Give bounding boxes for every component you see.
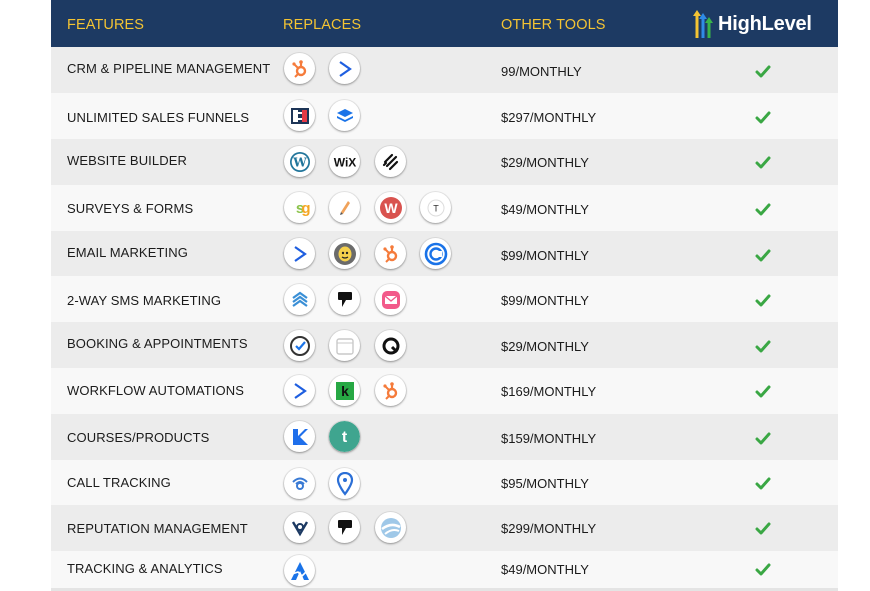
feature-name: COURSES/PRODUCTS <box>67 430 210 445</box>
squarespace-icon <box>375 146 406 177</box>
wufoo-icon: W <box>375 192 406 223</box>
activecampaign-icon <box>284 238 315 269</box>
table-row: COURSES/PRODUCTS t $159/MONTHLY <box>51 414 838 460</box>
svg-text:W: W <box>292 155 307 169</box>
feature-name: EMAIL MARKETING <box>67 245 188 260</box>
highlevel-arrows-logo-icon <box>693 10 713 38</box>
header-features: FEATURES <box>67 17 145 33</box>
feature-name: UNLIMITED SALES FUNNELS <box>67 110 250 125</box>
feature-name: CRM & PIPELINE MANAGEMENT <box>67 61 271 76</box>
activecampaign-icon <box>329 53 360 84</box>
other-tools-price: $99/MONTHLY <box>501 248 589 263</box>
checkmark-icon <box>755 111 771 125</box>
wordpress-icon: W <box>284 146 315 177</box>
table-row: REPUTATION MANAGEMENT $299/MONTHLY <box>51 505 838 551</box>
envelope-sms-icon <box>375 284 406 315</box>
table-row: WEBSITE BUILDER W WiX $29/MONTHLY <box>51 139 838 185</box>
svg-text:WiX: WiX <box>333 155 356 169</box>
other-tools-price: $29/MONTHLY <box>501 339 589 354</box>
other-tools-price: $29/MONTHLY <box>501 155 589 170</box>
feature-name: SURVEYS & FORMS <box>67 201 194 216</box>
reputation-icon <box>375 512 406 543</box>
svg-text:g: g <box>301 200 310 217</box>
table-row: UNLIMITED SALES FUNNELS $297/MONTHLY <box>51 93 838 139</box>
checkmark-icon <box>755 477 771 491</box>
table-row: EMAIL MARKETING $99/MONTHLY <box>51 231 838 276</box>
hubspot-icon <box>375 238 406 269</box>
checkmark-icon <box>755 385 771 399</box>
table-row: TRACKING & ANALYTICS $49/MONTHLY <box>51 551 838 588</box>
svg-text:t: t <box>342 429 348 446</box>
other-tools-price: $159/MONTHLY <box>501 431 597 446</box>
mailchimp-icon <box>329 238 360 269</box>
activecampaign-icon <box>284 375 315 406</box>
other-tools-price: $99/MONTHLY <box>501 293 589 308</box>
table-header: FEATURES REPLACES OTHER TOOLS HighLevel <box>51 0 838 47</box>
feature-name: CALL TRACKING <box>67 475 171 490</box>
comparison-table: FEATURES REPLACES OTHER TOOLS HighLevel … <box>51 0 838 591</box>
table-row: SURVEYS & FORMS s g W T $49/MONTHLY <box>51 185 838 231</box>
header-other-tools: OTHER TOOLS <box>501 17 606 33</box>
checkmark-icon <box>755 340 771 354</box>
checkmark-icon <box>755 65 771 79</box>
checkmark-icon <box>755 203 771 217</box>
checkmark-icon <box>755 294 771 308</box>
other-tools-price: $299/MONTHLY <box>501 521 597 536</box>
table-bottom-border <box>51 588 838 591</box>
svg-text:T: T <box>433 203 439 213</box>
table-row: BOOKING & APPOINTMENTS $29/MONTHLY <box>51 322 838 368</box>
feature-name: WORKFLOW AUTOMATIONS <box>67 383 245 398</box>
constant-contact-icon <box>420 238 451 269</box>
table-row: 2-WAY SMS MARKETING $99/MONTHLY <box>51 276 838 322</box>
teachable-icon: t <box>329 421 360 452</box>
checkmark-icon <box>755 249 771 263</box>
other-tools-price: $297/MONTHLY <box>501 110 597 125</box>
table-row: CRM & PIPELINE MANAGEMENT 99/MONTHLY <box>51 47 838 93</box>
leadpages-icon <box>329 100 360 131</box>
feature-name: BOOKING & APPOINTMENTS <box>67 336 248 351</box>
svg-text:k: k <box>341 383 349 399</box>
other-tools-price: 99/MONTHLY <box>501 64 582 79</box>
location-pin-icon <box>329 468 360 499</box>
wix-icon: WiX <box>329 146 360 177</box>
hubspot-icon <box>375 375 406 406</box>
feature-name: WEBSITE BUILDER <box>67 153 187 168</box>
table-row: WORKFLOW AUTOMATIONS k $169/MONTHLY <box>51 368 838 414</box>
svg-text:W: W <box>384 200 398 216</box>
other-tools-price: $169/MONTHLY <box>501 384 597 399</box>
kajabi-icon <box>284 421 315 452</box>
podium-icon <box>329 284 360 315</box>
calendly-icon <box>284 330 315 361</box>
analytics-icon <box>284 555 315 586</box>
clickfunnels-icon <box>284 100 315 131</box>
podium-icon <box>329 512 360 543</box>
checkmark-icon <box>755 156 771 170</box>
acuity-icon <box>375 330 406 361</box>
feature-name: REPUTATION MANAGEMENT <box>67 521 248 536</box>
checkmark-icon <box>755 432 771 446</box>
feature-name: TRACKING & ANALYTICS <box>67 561 223 576</box>
checkmark-icon <box>755 522 771 536</box>
header-replaces: REPLACES <box>283 17 362 33</box>
callrail-icon <box>284 468 315 499</box>
svg-text:s: s <box>295 200 303 217</box>
typeform-icon: T <box>420 192 451 223</box>
calendar-icon <box>329 330 360 361</box>
keap-icon: k <box>329 375 360 406</box>
hubspot-icon <box>284 53 315 84</box>
feature-name: 2-WAY SMS MARKETING <box>67 293 222 308</box>
checkmark-icon <box>755 563 771 577</box>
other-tools-price: $49/MONTHLY <box>501 562 589 577</box>
layers-sms-icon <box>284 284 315 315</box>
birdeye-icon <box>284 512 315 543</box>
table-row: CALL TRACKING $95/MONTHLY <box>51 460 838 505</box>
other-tools-price: $49/MONTHLY <box>501 202 589 217</box>
highlevel-logo: HighLevel <box>689 9 812 39</box>
survey-pen-icon <box>329 192 360 223</box>
other-tools-price: $95/MONTHLY <box>501 476 589 491</box>
brand-name: HighLevel <box>718 12 812 35</box>
